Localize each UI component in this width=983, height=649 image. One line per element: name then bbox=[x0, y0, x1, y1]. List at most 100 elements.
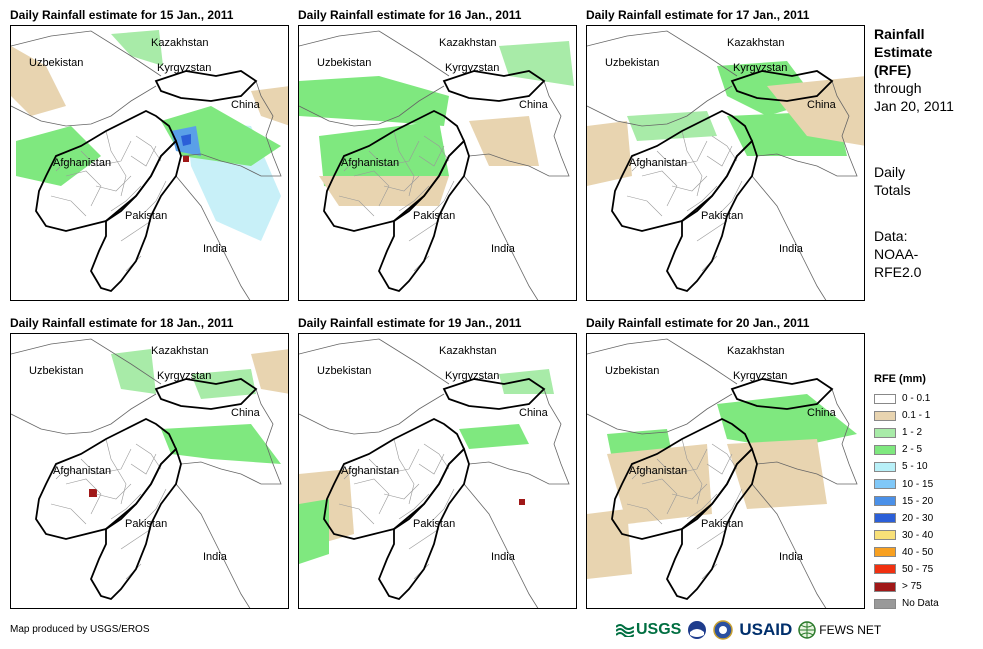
country-label-pakistan: Pakistan bbox=[701, 210, 743, 222]
country-label-afghanistan: Afghanistan bbox=[629, 465, 687, 477]
map-svg: Kazakhstan Uzbekistan Kyrgyzstan China Afgha… bbox=[11, 30, 288, 300]
map-svg: Kazakhstan Uzbekistan Kyrgyzstan China Afgha… bbox=[11, 338, 288, 608]
province-boundary bbox=[130, 145, 157, 167]
province-boundary bbox=[686, 185, 718, 212]
usgs-text: USGS bbox=[636, 621, 682, 638]
fewsnet-logo: FEWS NET bbox=[798, 621, 881, 639]
country-label-pakistan: Pakistan bbox=[125, 210, 167, 222]
province-boundary bbox=[353, 170, 390, 207]
legend-label: 0 - 0.1 bbox=[902, 393, 931, 405]
country-label-india: India bbox=[491, 243, 516, 255]
data-text-2: NOAA- bbox=[874, 246, 919, 262]
country-border bbox=[11, 30, 162, 77]
legend-row: 5 - 10 bbox=[874, 458, 939, 475]
province-boundary bbox=[105, 130, 127, 197]
country-border bbox=[587, 393, 733, 435]
noaa-logo bbox=[687, 620, 707, 640]
country-label-uzbekistan: Uzbekistan bbox=[317, 57, 371, 69]
province-boundary bbox=[120, 528, 152, 550]
rainfall-patch bbox=[16, 126, 101, 186]
country-outline bbox=[730, 70, 834, 102]
province-boundary bbox=[368, 140, 420, 167]
daily-text-1: Daily bbox=[874, 164, 906, 180]
country-label-kazakhstan: Kazakhstan bbox=[727, 37, 784, 49]
province-boundary bbox=[423, 135, 450, 162]
province-boundary bbox=[423, 443, 450, 470]
legend-label: 20 - 30 bbox=[902, 512, 934, 524]
legend-swatch bbox=[874, 393, 896, 404]
legend-swatch bbox=[874, 598, 896, 609]
province-boundary bbox=[716, 180, 743, 217]
legend-label: 0.1 - 1 bbox=[902, 410, 931, 422]
map-svg: Kazakhstan Uzbekistan Kyrgyzstan China Afgha… bbox=[299, 338, 570, 608]
rainfall-patch bbox=[111, 349, 156, 394]
data-text-1: Data: bbox=[874, 228, 908, 244]
province-boundary bbox=[408, 528, 440, 550]
rainfall-patch bbox=[717, 394, 857, 449]
map-frame: Kazakhstan Uzbekistan Kyrgyzstan China Afgha… bbox=[10, 25, 289, 301]
legend-title: RFE (mm) bbox=[874, 373, 926, 385]
legend-row: 0.1 - 1 bbox=[874, 407, 939, 424]
legend-row: 40 - 50 bbox=[874, 544, 939, 561]
province-boundary bbox=[55, 468, 82, 480]
legend-row: 30 - 40 bbox=[874, 527, 939, 544]
country-border bbox=[11, 393, 157, 435]
legend-rows: 0 - 0.1 0.1 - 1 1 - 2 2 - 5 5 - 10 10 - 15 15 … bbox=[874, 390, 939, 612]
country-label-china: China bbox=[807, 99, 837, 111]
country-border bbox=[299, 30, 450, 77]
department-seal-icon bbox=[713, 620, 734, 640]
country-label-afghanistan: Afghanistan bbox=[341, 465, 399, 477]
country-label-uzbekistan: Uzbekistan bbox=[29, 365, 83, 377]
map-svg: Kazakhstan Uzbekistan Kyrgyzstan China Afgha… bbox=[587, 338, 858, 608]
rainfall-patch bbox=[319, 176, 449, 206]
panel-title: Daily Rainfall estimate for 15 Jan., 201… bbox=[10, 8, 234, 22]
map-credit: Map produced by USGS/EROS bbox=[10, 624, 150, 635]
rainfall-patch bbox=[299, 76, 449, 126]
legend-row: 0 - 0.1 bbox=[874, 390, 939, 407]
rainfall-patch bbox=[519, 499, 525, 505]
rainfall-patch bbox=[587, 509, 632, 579]
province-boundary bbox=[398, 493, 430, 520]
legend-swatch bbox=[874, 496, 896, 507]
rainfall-patch bbox=[11, 46, 66, 116]
daily-text-2: Totals bbox=[874, 182, 911, 198]
province-boundary bbox=[696, 220, 728, 242]
legend-label: 50 - 75 bbox=[902, 563, 934, 575]
province-boundary bbox=[50, 503, 87, 525]
province-boundary bbox=[135, 135, 162, 162]
province-boundary bbox=[105, 438, 127, 505]
legend-row: > 75 bbox=[874, 578, 939, 595]
province-boundary bbox=[716, 488, 743, 525]
legend-swatch bbox=[874, 581, 896, 592]
country-border bbox=[463, 483, 539, 608]
country-outline bbox=[442, 378, 546, 410]
legend-swatch bbox=[874, 427, 896, 438]
panel-title: Daily Rainfall estimate for 16 Jan., 201… bbox=[298, 8, 522, 22]
rainfall-patch bbox=[499, 41, 574, 86]
country-outline bbox=[666, 139, 758, 293]
province-boundary bbox=[383, 175, 420, 192]
province-boundary bbox=[130, 453, 157, 475]
usaid-text: USAID bbox=[739, 620, 793, 639]
province-boundary bbox=[120, 220, 152, 242]
country-label-china: China bbox=[231, 99, 261, 111]
country-label-kyrgyzstan: Kyrgyzstan bbox=[157, 62, 211, 74]
rainfall-patch bbox=[767, 76, 864, 146]
noaa-seal-icon bbox=[688, 621, 707, 639]
province-boundary bbox=[140, 180, 167, 217]
country-outline bbox=[154, 378, 258, 410]
province-boundary bbox=[711, 135, 738, 162]
rainfall-patch bbox=[299, 499, 329, 564]
rainfall-patch bbox=[251, 86, 288, 126]
country-label-kyrgyzstan: Kyrgyzstan bbox=[157, 370, 211, 382]
legend-label: > 75 bbox=[902, 581, 922, 593]
country-label-kazakhstan: Kazakhstan bbox=[439, 345, 496, 357]
country-border bbox=[11, 338, 162, 385]
rainfall-patch bbox=[89, 489, 97, 497]
legend-label: 30 - 40 bbox=[902, 529, 934, 541]
province-boundary bbox=[428, 488, 455, 525]
map-frame: Kazakhstan Uzbekistan Kyrgyzstan China Afgha… bbox=[298, 333, 577, 609]
province-boundary bbox=[135, 443, 162, 470]
province-boundary bbox=[418, 145, 445, 167]
country-label-pakistan: Pakistan bbox=[125, 518, 167, 530]
